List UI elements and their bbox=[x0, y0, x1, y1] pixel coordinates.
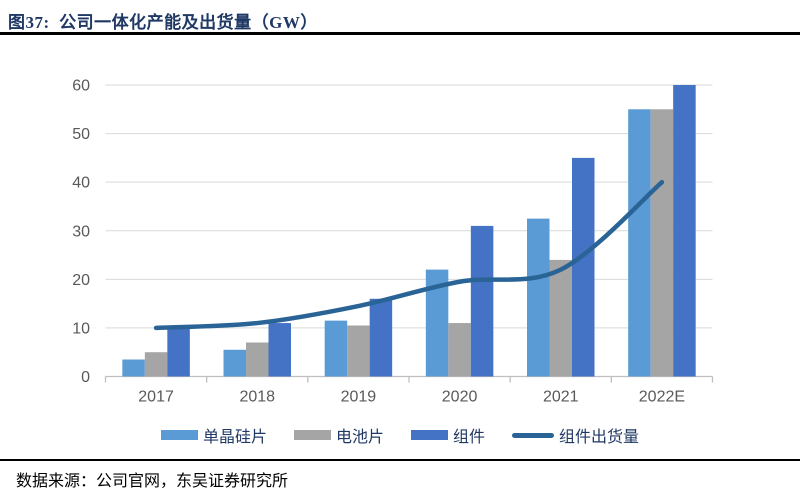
y-axis-tick-label: 0 bbox=[81, 369, 90, 386]
bar-单晶硅片 bbox=[628, 109, 651, 377]
footer-divider bbox=[0, 459, 800, 461]
x-axis-label: 2019 bbox=[341, 389, 377, 406]
bar-电池片 bbox=[549, 259, 572, 377]
bar-单晶硅片 bbox=[122, 359, 145, 377]
y-axis-tick-label: 20 bbox=[72, 272, 90, 289]
bar-电池片 bbox=[347, 325, 370, 377]
y-axis-tick-label: 50 bbox=[72, 126, 90, 143]
legend-item-电池片: 电池片 bbox=[293, 423, 384, 447]
legend-bar-swatch bbox=[411, 430, 448, 440]
legend-item-组件: 组件 bbox=[411, 423, 485, 447]
legend-bar-swatch bbox=[160, 430, 198, 440]
y-axis-tick-label: 10 bbox=[72, 320, 90, 337]
y-axis-tick-label: 60 bbox=[72, 78, 90, 95]
chart-legend: 单晶硅片 电池片 组件 组件出货量 bbox=[0, 423, 800, 447]
bar-单晶硅片 bbox=[425, 269, 449, 377]
figure-title: 图37: 公司一体化产能及出货量（GW） bbox=[8, 13, 318, 32]
legend-item-组件出货量: 组件出货量 bbox=[512, 423, 639, 447]
bar-组件 bbox=[470, 225, 494, 377]
bar-组件 bbox=[673, 85, 696, 377]
legend-label: 电池片 bbox=[335, 429, 384, 446]
x-axis-label: 2017 bbox=[138, 389, 174, 406]
bar-电池片 bbox=[650, 109, 674, 377]
chart-canvas: 0 10 20 30 40 50 60 2017 2018 2019 2020 2021 2022E bbox=[72, 78, 714, 406]
bar-组件 bbox=[572, 157, 595, 377]
bar-单晶硅片 bbox=[527, 218, 550, 377]
x-axis-label: 2021 bbox=[543, 389, 579, 406]
bar-电池片 bbox=[448, 323, 471, 377]
bar-单晶硅片 bbox=[324, 320, 348, 377]
bar-电池片 bbox=[144, 352, 168, 377]
line-组件出货量 bbox=[153, 179, 665, 331]
x-axis-label: 2018 bbox=[239, 389, 275, 406]
bar-组件 bbox=[268, 323, 291, 377]
x-axis-label: 2020 bbox=[442, 389, 478, 406]
legend-label: 组件出货量 bbox=[559, 429, 640, 446]
y-axis-tick-label: 30 bbox=[72, 223, 90, 240]
title-divider bbox=[0, 32, 800, 35]
x-axis-label: 2022E bbox=[639, 389, 685, 406]
legend-bar-swatch bbox=[293, 430, 331, 440]
y-axis-tick-label: 40 bbox=[72, 175, 90, 192]
bar-单晶硅片 bbox=[223, 349, 246, 377]
bar-组件 bbox=[369, 298, 393, 377]
legend-label: 单晶硅片 bbox=[202, 429, 267, 446]
bar-电池片 bbox=[246, 342, 269, 377]
data-source-note: 数据来源：公司官网，东吴证券研究所 bbox=[16, 473, 289, 490]
bar-组件 bbox=[167, 325, 190, 377]
legend-label: 组件 bbox=[453, 429, 486, 446]
legend-item-单晶硅片: 单晶硅片 bbox=[160, 423, 267, 447]
legend-line-swatch bbox=[512, 432, 555, 438]
